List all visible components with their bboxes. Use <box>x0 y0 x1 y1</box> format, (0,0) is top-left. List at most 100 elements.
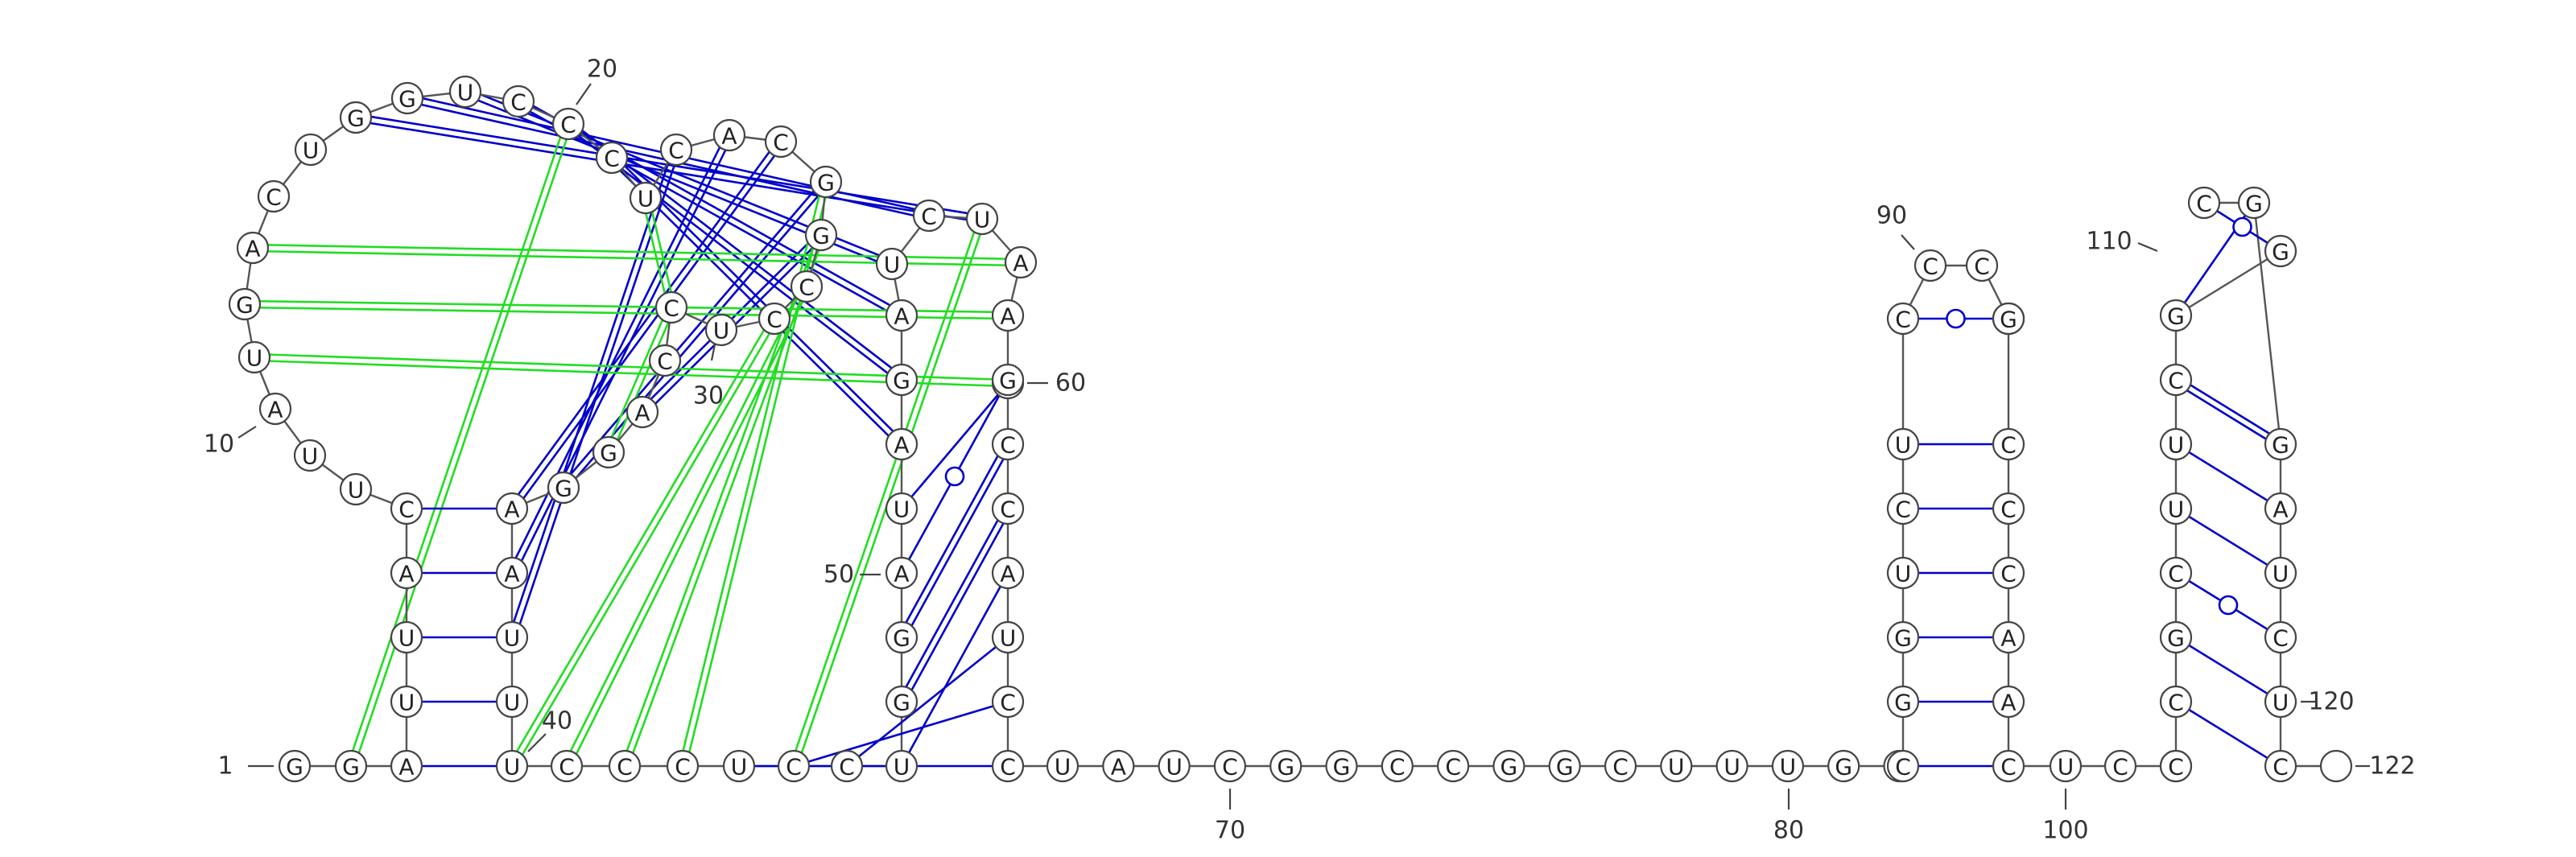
nucleotide-letter: C <box>1000 432 1016 459</box>
nucleotide-circle <box>722 749 756 783</box>
nucleotide-circle <box>2319 749 2353 783</box>
nucleotide-circle <box>965 202 999 236</box>
nucleotide-circle <box>390 749 423 783</box>
nucleotide-circle <box>2159 363 2193 397</box>
nucleotide-circle <box>885 427 919 461</box>
nucleotide: U <box>629 181 663 215</box>
nucleotide: U <box>1886 556 1920 590</box>
nucleotide-circle <box>704 313 738 347</box>
tertiary-interaction-green <box>244 306 1008 320</box>
nucleotide: C <box>991 427 1025 461</box>
base-pair-gc <box>2174 381 2280 448</box>
nucleotide-letter: U <box>246 345 263 372</box>
nucleotide-letter: U <box>398 625 415 652</box>
nucleotide-letter: C <box>2000 496 2017 523</box>
nucleotide: U <box>495 685 529 719</box>
nucleotide: G <box>1992 302 2025 336</box>
nucleotide-circle <box>804 218 838 252</box>
nucleotide-circle <box>2237 186 2271 220</box>
nucleotide-letter: C <box>1922 253 1938 280</box>
nucleotide-circle <box>625 395 659 429</box>
base-pair-gc <box>903 509 1012 704</box>
nucleotide-circle <box>1325 749 1358 783</box>
nucleotide-circle <box>885 299 919 332</box>
nucleotide: G <box>339 101 373 134</box>
nucleotide-circle <box>258 392 292 426</box>
nucleotide: C <box>659 133 693 167</box>
position-number: 110 <box>2086 228 2132 256</box>
position-label: 60 <box>1027 369 1086 398</box>
nucleotide-circle <box>790 270 824 303</box>
nucleotide-letter: U <box>1724 754 1740 781</box>
tertiary-interaction-green <box>254 359 1008 388</box>
nucleotide-letter: C <box>2000 432 2017 459</box>
nucleotide-letter: G <box>893 690 910 716</box>
nucleotide-letter: U <box>894 496 910 523</box>
base-pair-gc <box>2177 376 2283 443</box>
nucleotide: U <box>339 472 373 506</box>
nucleotide-circle <box>1269 749 1302 783</box>
nucleotide-circle <box>294 133 328 167</box>
nucleotide: C <box>2264 620 2297 654</box>
nucleotide-letter: C <box>1000 496 1016 523</box>
nucleotide-letter: C <box>663 295 679 322</box>
nucleotide: G <box>1492 749 1525 783</box>
nucleotide-circle <box>1548 749 1581 783</box>
nucleotide-letter: G <box>347 105 365 132</box>
position-tick <box>710 344 716 361</box>
nucleotide: A <box>885 427 919 461</box>
nucleotide-circle <box>1827 749 1860 783</box>
nucleotide-letter: C <box>657 348 673 375</box>
nucleotide-circle <box>495 556 529 590</box>
wobble-pair-marker <box>1946 308 1966 329</box>
nucleotide: C <box>1436 749 1470 783</box>
tertiary-interaction-green <box>346 122 567 766</box>
wobble-pair-marker <box>944 466 965 487</box>
position-tick <box>2137 241 2158 253</box>
position-label: 100 <box>2042 789 2089 845</box>
nucleotide: G <box>1827 749 1860 783</box>
nucleotide-circle <box>595 141 629 175</box>
nucleotide: G <box>885 685 919 719</box>
wobble-pair-marker <box>2232 216 2252 237</box>
nucleotide: C <box>1213 749 1247 783</box>
nucleotide-circle <box>991 620 1025 654</box>
nucleotide: G <box>278 749 312 783</box>
base-pair-au <box>2175 443 2281 510</box>
nucleotide: G <box>1325 749 1358 783</box>
nucleotide: A <box>390 749 423 783</box>
nucleotide-circle <box>390 81 424 115</box>
nucleotide: C <box>1604 749 1637 783</box>
nucleotide: G <box>885 620 919 654</box>
position-label: 120 <box>2301 688 2355 716</box>
position-tick <box>1901 234 1915 250</box>
nucleotide-circle <box>2264 685 2297 719</box>
nucleotide: A <box>236 231 270 265</box>
nucleotide-circle <box>334 749 368 783</box>
nucleotide-letter: C <box>2196 191 2212 217</box>
nucleotide: C <box>758 302 791 336</box>
nucleotide-letter: A <box>894 432 909 459</box>
nucleotide: G <box>1886 685 1920 719</box>
nucleotide-letter: U <box>2058 754 2074 781</box>
nucleotide-letter: G <box>2245 191 2263 217</box>
nucleotide-circle <box>991 556 1025 590</box>
backbone-segment <box>2175 249 2281 317</box>
nucleotide: U <box>722 749 756 783</box>
nucleotide-letter: G <box>817 170 835 196</box>
nucleotide-circle <box>809 165 843 199</box>
nucleotide: U <box>2159 427 2193 461</box>
nucleotide: C <box>1886 302 1920 336</box>
nucleotide-circle <box>2159 749 2193 783</box>
nucleotide: U <box>991 620 1025 654</box>
nucleotide-letter: G <box>1894 625 1912 652</box>
tertiary-interaction-blue <box>508 138 779 508</box>
nucleotide-circle <box>1992 427 2025 461</box>
position-number: 122 <box>2369 752 2415 781</box>
tertiary-interaction-blue <box>356 113 983 217</box>
nucleotide-circle <box>592 435 625 469</box>
nucleotide: A <box>885 299 919 332</box>
nucleotide-circle <box>991 685 1025 719</box>
nucleotide-circle <box>991 749 1025 783</box>
